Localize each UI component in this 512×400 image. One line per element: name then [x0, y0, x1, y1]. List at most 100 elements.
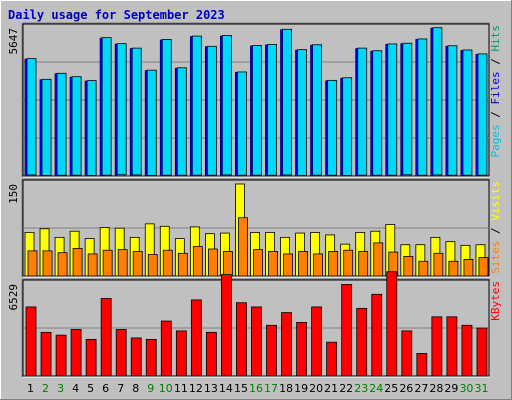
kbytes-bar-day-16 [251, 306, 262, 377]
visits-axis-legend: Sites / Visits [489, 181, 502, 274]
sites-bar-day-24 [373, 242, 384, 277]
kbytes-bar-day-14 [221, 274, 232, 377]
sites-bar-day-19 [298, 251, 308, 277]
sites-bar-day-20 [313, 253, 324, 277]
files-bar-day-11 [175, 68, 178, 176]
files-bar-day-25 [385, 44, 388, 176]
pages-bar-day-2 [41, 78, 52, 176]
files-bar-day-13 [205, 46, 208, 177]
pages-bar-day-27 [417, 38, 428, 176]
pages-bar-day-18 [282, 28, 292, 176]
pages-bar-day-29 [447, 45, 458, 176]
x-tick-label-day-21: 21 [324, 382, 338, 395]
files-bar-day-7 [115, 44, 118, 176]
kbytes-bar-day-13 [205, 331, 217, 377]
sites-bar-day-13 [207, 248, 218, 277]
x-tick-label-day-28: 28 [429, 382, 443, 395]
pages-bar-day-11 [176, 67, 187, 176]
hits-legend-pages: Pages [489, 124, 502, 157]
sites-bar-day-14 [223, 251, 233, 277]
hits-panel: 5647 Pages / Files / Hits [7, 22, 502, 178]
pages-bar-day-9 [146, 69, 157, 176]
x-tick-label-day-1: 1 [27, 382, 34, 395]
pages-bar-day-1 [26, 58, 37, 176]
kbytes-bar-day-19 [296, 322, 307, 377]
x-tick-label-day-30: 30 [459, 382, 473, 395]
pages-bar-day-25 [387, 43, 398, 176]
pages-bar-day-15 [237, 71, 247, 176]
x-tick-label-day-24: 24 [369, 382, 383, 395]
kbytes-bar-day-21 [326, 341, 338, 377]
kbytes-bar-day-20 [311, 306, 323, 377]
pages-bar-day-16 [252, 45, 262, 176]
kbytes-bar-day-29 [446, 316, 458, 377]
files-bar-day-30 [460, 50, 463, 176]
pages-bar-day-30 [462, 49, 473, 176]
x-tick-label-day-25: 25 [384, 382, 398, 395]
kbytes-bar-day-17 [266, 324, 277, 377]
kbytes-bar-day-9 [145, 338, 157, 377]
kbytes-bar-day-8 [130, 337, 142, 377]
files-bar-day-10 [160, 39, 163, 177]
kbytes-bar-day-31 [476, 327, 488, 377]
x-tick-label-day-18: 18 [279, 382, 293, 395]
x-tick-label-day-5: 5 [87, 382, 94, 395]
sites-bar-day-27 [418, 260, 429, 277]
x-tick-label-day-31: 31 [474, 382, 488, 395]
kbytes-bar-day-26 [401, 330, 413, 377]
files-bar-day-14 [220, 36, 223, 176]
pages-bar-day-7 [116, 43, 127, 176]
x-tick-label-day-23: 23 [354, 382, 368, 395]
pages-bar-day-3 [56, 72, 67, 176]
sites-bar-day-1 [27, 250, 38, 277]
files-bar-day-1 [25, 59, 27, 176]
files-bar-day-23 [355, 48, 358, 176]
kbytes-bar-day-5 [85, 338, 97, 377]
kbytes-bar-day-1 [25, 306, 37, 377]
sites-bar-day-18 [283, 253, 293, 277]
x-tick-label-day-16: 16 [249, 382, 263, 395]
chart-panels: 5647 Pages / Files / Hits 150 Sites / Visit… [7, 22, 502, 378]
files-bar-day-17 [265, 44, 268, 176]
sites-bar-day-22 [343, 249, 354, 277]
x-tick-label-day-27: 27 [414, 382, 428, 395]
x-tick-label-day-22: 22 [339, 382, 353, 395]
files-bar-day-15 [235, 72, 238, 176]
sites-bar-day-16 [253, 249, 263, 277]
sites-bar-day-30 [463, 259, 474, 277]
sites-bar-day-8 [132, 251, 143, 277]
files-bar-day-26 [400, 43, 403, 177]
files-bar-day-2 [40, 79, 43, 176]
kbytes-bar-day-6 [100, 298, 112, 377]
sites-bar-day-17 [268, 251, 278, 277]
x-tick-label-day-8: 8 [132, 382, 139, 395]
pages-bar-day-10 [161, 39, 172, 176]
x-tick-label-day-17: 17 [264, 382, 278, 395]
pages-bar-day-8 [131, 47, 142, 176]
files-bar-day-21 [325, 80, 328, 176]
pages-bar-day-13 [206, 45, 217, 176]
x-tick-label-day-11: 11 [174, 382, 188, 395]
files-bar-day-6 [100, 38, 103, 176]
files-bar-day-5 [85, 81, 88, 176]
kbytes-bar-day-25 [386, 271, 398, 377]
kbytes-bar-day-30 [461, 324, 473, 377]
x-tick-label-day-13: 13 [204, 382, 218, 395]
kbytes-bar-day-22 [341, 284, 353, 377]
x-tick-label-day-14: 14 [219, 382, 233, 395]
sites-bar-day-4 [72, 247, 83, 277]
hits-axis-legend: Pages / Files / Hits [489, 25, 502, 158]
kbytes-bar-day-28 [431, 316, 443, 377]
files-bar-day-19 [295, 50, 298, 177]
sites-bar-day-6 [102, 249, 113, 277]
kbytes-legend-kbytes: KBytes [489, 281, 502, 321]
x-tick-label-day-26: 26 [399, 382, 413, 395]
x-tick-label-day-10: 10 [159, 382, 173, 395]
sites-bar-day-12 [192, 246, 203, 277]
hits-legend-separator: / [489, 105, 502, 125]
pages-bar-day-24 [372, 50, 383, 176]
files-bar-day-22 [340, 78, 343, 176]
files-bar-day-8 [130, 48, 133, 176]
hits-legend-files: Files [489, 71, 502, 104]
